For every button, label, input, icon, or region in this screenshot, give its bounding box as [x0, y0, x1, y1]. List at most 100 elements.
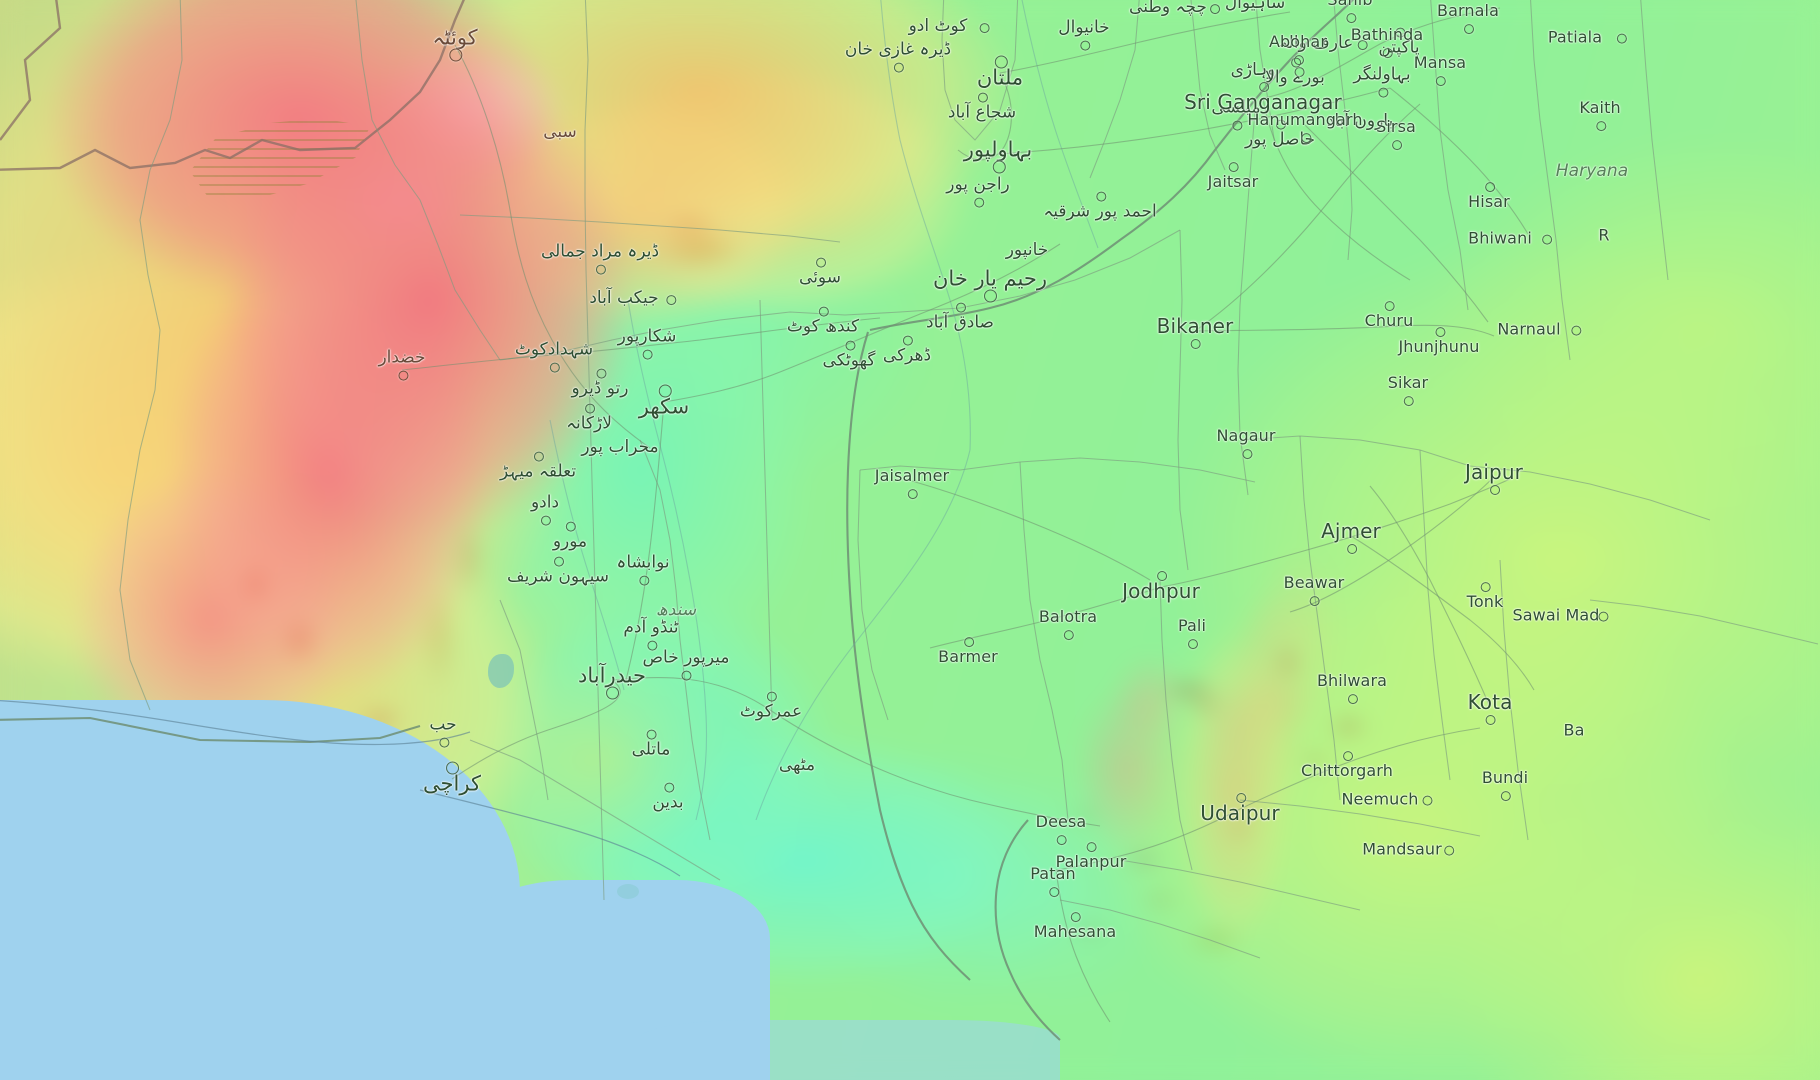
map-label-urdu-45[interactable]: حب [429, 716, 457, 748]
map-label-urdu-19[interactable]: راجن پور [946, 176, 1010, 208]
map-label-urdu-27[interactable]: ڈیرہ مراد جمالی [541, 243, 659, 275]
map-label-urdu-29[interactable]: شکارپور [618, 328, 676, 360]
city-marker-dot [908, 488, 918, 499]
map-label-urdu-26[interactable]: گھوٹکی [822, 341, 876, 371]
map-label-urdu-18[interactable]: احمد پور شرقیہ [1043, 192, 1157, 222]
map-label-sahib[interactable]: Sahib [1327, 0, 1373, 23]
map-label-bhiwani[interactable]: Bhiwani [1468, 230, 1552, 248]
map-label-balotra[interactable]: Balotra [1039, 608, 1097, 640]
map-label-patiala[interactable]: Patiala [1548, 29, 1627, 47]
map-label-urdu-33[interactable]: لاڑکانہ [566, 404, 612, 434]
place-name: Patan [1030, 864, 1076, 884]
map-label-urdu-14[interactable]: بہاولنگر [1353, 66, 1411, 98]
map-label-urdu-10[interactable]: شجاع آباد [948, 93, 1016, 123]
map-label-jaisalmer[interactable]: Jaisalmer [875, 467, 949, 499]
map-label-urdu-28[interactable]: جیکب آباد [589, 289, 676, 308]
map-label-urdu-50[interactable]: خضدار [378, 349, 426, 381]
map-label-urdu-39[interactable]: نوابشاہ [616, 554, 670, 586]
map-label-urdu-3[interactable]: کوٹ ادو [909, 17, 990, 36]
map-label-urdu-49[interactable]: بدین [652, 783, 684, 813]
map-label-barnala[interactable]: Barnala [1437, 2, 1499, 34]
map-label-urdu-30[interactable]: شہدادکوٹ [515, 341, 593, 373]
map-label-urdu-24[interactable]: کندھ کوٹ [787, 307, 859, 337]
map-label-urdu-44[interactable]: عمرکوٹ [740, 692, 802, 722]
map-label-bundi[interactable]: Bundi [1482, 769, 1528, 801]
map-label-urdu-5[interactable]: خانیوال [1058, 19, 1110, 51]
map-label-urdu-2[interactable]: ڈیرہ غازی خان [845, 41, 951, 73]
map-label-sawai-mad[interactable]: Sawai Mad [1512, 607, 1608, 625]
map-label-urdu-36[interactable]: دادو [531, 494, 559, 526]
map-label-urdu-22[interactable]: صادق آباد [926, 303, 994, 333]
map-label-churu[interactable]: Churu [1365, 300, 1414, 330]
map-label-urdu-40[interactable]: سندھ [656, 601, 696, 620]
map-label-urdu-7[interactable]: ساہیوال [1225, 0, 1285, 13]
map-label-urdu-37[interactable]: مورو [553, 522, 587, 552]
map-label-narnaul[interactable]: Narnaul [1497, 321, 1581, 339]
map-label-jodhpur[interactable]: Jodhpur [1122, 571, 1200, 602]
map-label-urdu-0[interactable]: کوئٹہ [432, 26, 478, 62]
map-label-palanpur[interactable]: Palanpur [1056, 841, 1127, 871]
map-label-jaipur[interactable]: Jaipur [1465, 462, 1523, 495]
map-label-urdu-25[interactable]: ڈھرکی [883, 336, 931, 366]
map-label-bhilwara[interactable]: Bhilwara [1317, 672, 1387, 704]
map-label-ba[interactable]: Ba [1564, 722, 1585, 740]
map-label-urdu-23[interactable]: سوئی [799, 258, 841, 288]
map-label-hisar[interactable]: Hisar [1468, 181, 1510, 211]
city-marker-dot [1070, 911, 1081, 922]
map-label-urdu-8[interactable]: عارف والہ [1279, 34, 1368, 53]
map-label-udaipur[interactable]: Udaipur [1200, 793, 1280, 824]
map-label-urdu-15[interactable]: بہاولپور [964, 138, 1032, 174]
map-label-mandsaur[interactable]: Mandsaur [1362, 841, 1454, 859]
map-label-chittorgarh[interactable]: Chittorgarh [1301, 750, 1393, 780]
map-label-urdu-11[interactable]: وہاڑی [1231, 61, 1305, 80]
map-label-deesa[interactable]: Deesa [1036, 813, 1087, 845]
map-label-sri-ganganagar[interactable]: Sri Ganganagar [1184, 82, 1342, 113]
map-label-urdu-38[interactable]: سیہون شریف [507, 557, 609, 587]
map-label-urdu-46[interactable]: ماتلی [632, 730, 670, 760]
map-label-haryana[interactable]: Haryana [1556, 162, 1629, 181]
map-label-jaitsar[interactable]: Jaitsar [1208, 161, 1259, 191]
place-name: ملتان [976, 65, 1024, 90]
map-label-kota[interactable]: Kota [1468, 692, 1513, 725]
map-label-patan[interactable]: Patan [1030, 864, 1076, 897]
map-label-urdu-6[interactable]: چچہ وطنی [1129, 0, 1220, 17]
map-label-mansa[interactable]: Mansa [1414, 54, 1466, 86]
map-label-jhunjhunu[interactable]: Jhunjhunu [1398, 326, 1479, 356]
map-label-ajmer[interactable]: Ajmer [1321, 521, 1381, 554]
map-label-kaith[interactable]: Kaith [1579, 99, 1621, 131]
map-label-abohar[interactable]: Abohar [1269, 33, 1327, 65]
map-label-r[interactable]: R [1598, 227, 1609, 245]
map-label-neemuch[interactable]: Neemuch [1341, 791, 1432, 809]
map-label-urdu-32[interactable]: سکھر [639, 384, 689, 418]
map-label-nagaur[interactable]: Nagaur [1216, 427, 1275, 459]
map-label-urdu-17[interactable]: بارون آباد [1327, 112, 1393, 131]
map-label-urdu-20[interactable]: خانپور [1006, 241, 1049, 260]
map-label-sirsa[interactable]: Sirsa [1376, 118, 1416, 150]
map-label-hanumangarh[interactable]: Hanumangarh [1247, 111, 1362, 143]
map-label-urdu-41[interactable]: ٹنڈو آدم [623, 619, 679, 651]
map-label-urdu-31[interactable]: رتو ڈیرو [571, 369, 629, 399]
city-marker-dot [964, 636, 974, 647]
map-label-urdu-43[interactable]: حیدرآباد [578, 664, 646, 700]
map-label-urdu-47[interactable]: مٹھی [779, 756, 815, 775]
map-label-urdu-21[interactable]: رحیم یار خان [933, 267, 1047, 303]
map-label-urdu-48[interactable]: کراچی [423, 761, 481, 795]
map-label-sikar[interactable]: Sikar [1388, 374, 1428, 406]
map-label-beawar[interactable]: Beawar [1284, 574, 1345, 606]
map-label-urdu-34[interactable]: محراب پور [581, 438, 658, 457]
map-label-urdu-42[interactable]: میرپور خاص [643, 649, 729, 681]
map-label-urdu-4[interactable]: ملتان [976, 55, 1024, 90]
map-label-urdu-1[interactable]: سبی [543, 123, 577, 142]
arabian-sea [0, 700, 520, 1080]
city-marker-dot [978, 93, 988, 103]
map-label-barmer[interactable]: Barmer [938, 636, 998, 666]
map-label-bikaner[interactable]: Bikaner [1157, 316, 1234, 349]
map-label-urdu-13[interactable]: میلسی [1211, 99, 1261, 131]
map-label-tonk[interactable]: Tonk [1467, 581, 1504, 611]
map-label-pali[interactable]: Pali [1178, 617, 1206, 649]
map-label-urdu-16[interactable]: حاصل پور [1245, 120, 1315, 150]
map-label-urdu-35[interactable]: تعلقہ میہڑ [500, 452, 576, 482]
map-label-mahesana[interactable]: Mahesana [1034, 911, 1116, 941]
map-label-bathinda[interactable]: Bathinda [1351, 26, 1424, 58]
